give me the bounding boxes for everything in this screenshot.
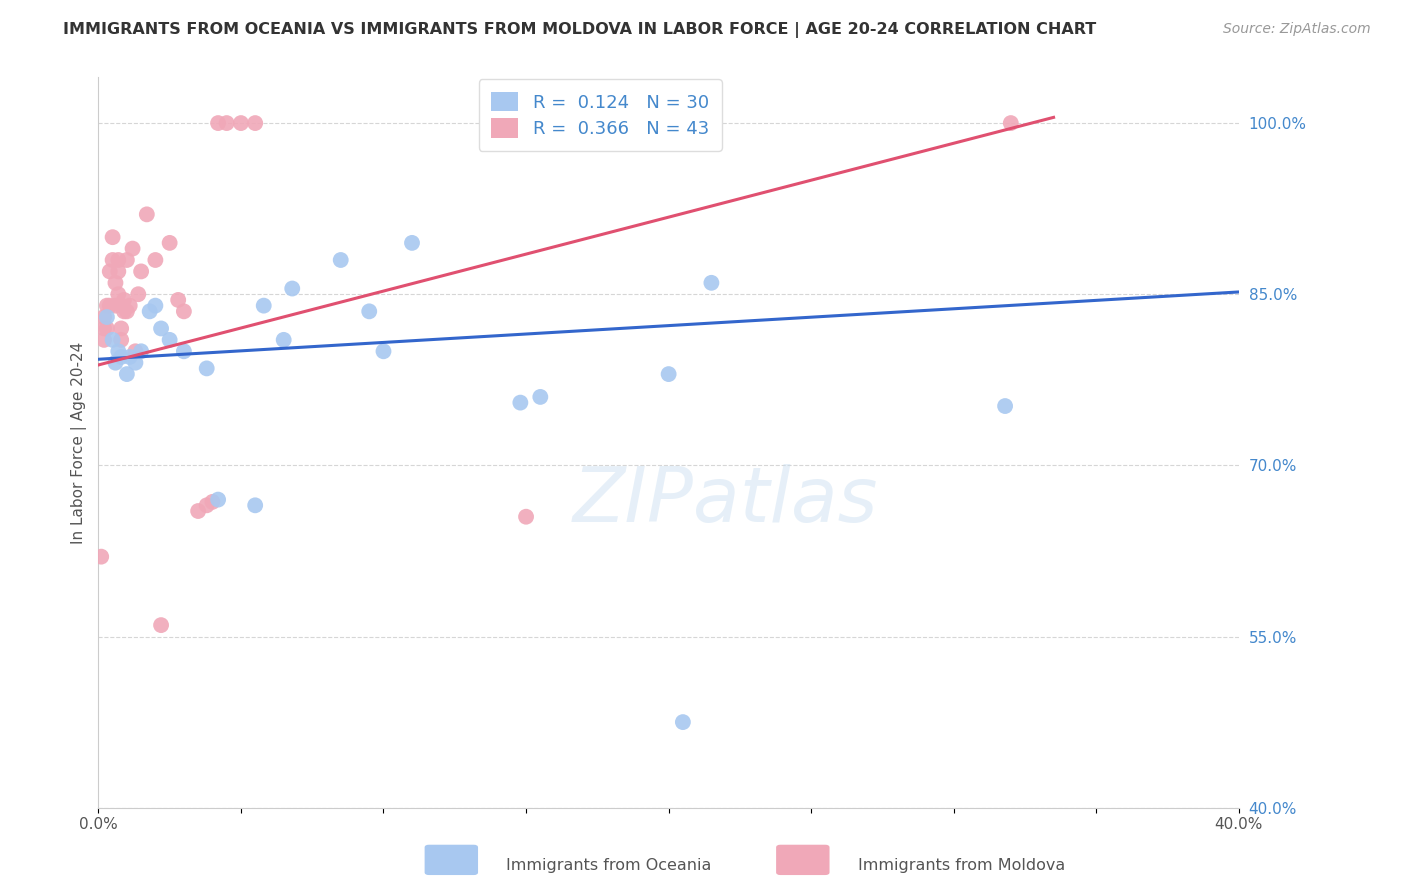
Point — [104, 276, 127, 290]
Point — [118, 299, 141, 313]
Point — [515, 509, 537, 524]
Text: ZIPatlas: ZIPatlas — [574, 464, 879, 538]
Point — [98, 299, 121, 313]
Point — [107, 252, 129, 267]
Point — [359, 304, 381, 318]
Point — [110, 321, 132, 335]
Point — [101, 333, 124, 347]
Text: Source: ZipAtlas.com: Source: ZipAtlas.com — [1223, 22, 1371, 37]
Point — [207, 116, 229, 130]
Point — [401, 235, 423, 250]
Point — [118, 350, 141, 364]
Point — [129, 344, 152, 359]
Point — [243, 498, 266, 512]
Text: Immigrants from Oceania: Immigrants from Oceania — [506, 858, 711, 872]
Point — [273, 333, 295, 347]
Point — [253, 299, 276, 313]
Point — [112, 293, 135, 307]
Point — [145, 252, 167, 267]
Point — [229, 116, 252, 130]
Point — [96, 310, 118, 324]
Point — [135, 207, 157, 221]
Point — [173, 344, 195, 359]
Point — [529, 390, 551, 404]
Point — [112, 304, 135, 318]
Point — [159, 333, 181, 347]
Point — [138, 304, 160, 318]
Point — [658, 367, 681, 381]
Point — [96, 299, 118, 313]
Point — [173, 304, 195, 318]
Point — [529, 116, 551, 130]
Point — [98, 264, 121, 278]
Point — [700, 276, 723, 290]
Point — [124, 344, 146, 359]
Point — [93, 310, 115, 324]
Text: IMMIGRANTS FROM OCEANIA VS IMMIGRANTS FROM MOLDOVA IN LABOR FORCE | AGE 20-24 CO: IMMIGRANTS FROM OCEANIA VS IMMIGRANTS FR… — [63, 22, 1097, 38]
Point — [93, 333, 115, 347]
Point — [93, 321, 115, 335]
Point — [107, 264, 129, 278]
Point — [115, 367, 138, 381]
Point — [994, 399, 1017, 413]
Point — [195, 361, 218, 376]
Point — [373, 344, 395, 359]
Point — [90, 549, 112, 564]
Point — [104, 356, 127, 370]
Point — [150, 321, 173, 335]
Point — [243, 116, 266, 130]
Point — [101, 230, 124, 244]
Point — [1000, 116, 1022, 130]
Point — [159, 235, 181, 250]
Point — [110, 350, 132, 364]
Point — [215, 116, 238, 130]
Point — [145, 299, 167, 313]
Point — [672, 715, 695, 730]
Point — [115, 304, 138, 318]
Point — [115, 252, 138, 267]
Point — [96, 321, 118, 335]
Point — [101, 252, 124, 267]
Point — [150, 618, 173, 632]
Point — [509, 395, 531, 409]
Point — [201, 495, 224, 509]
Point — [110, 299, 132, 313]
Point — [207, 492, 229, 507]
Point — [124, 356, 146, 370]
Point — [110, 333, 132, 347]
Y-axis label: In Labor Force | Age 20-24: In Labor Force | Age 20-24 — [72, 342, 87, 544]
Point — [104, 299, 127, 313]
Point — [121, 242, 143, 256]
Legend: R =  0.124   N = 30, R =  0.366   N = 43: R = 0.124 N = 30, R = 0.366 N = 43 — [478, 79, 721, 151]
Point — [107, 344, 129, 359]
Point — [329, 252, 352, 267]
Point — [195, 498, 218, 512]
Point — [187, 504, 209, 518]
Point — [107, 287, 129, 301]
Point — [167, 293, 190, 307]
Text: Immigrants from Moldova: Immigrants from Moldova — [858, 858, 1064, 872]
Point — [127, 287, 149, 301]
Point — [129, 264, 152, 278]
Point — [281, 281, 304, 295]
